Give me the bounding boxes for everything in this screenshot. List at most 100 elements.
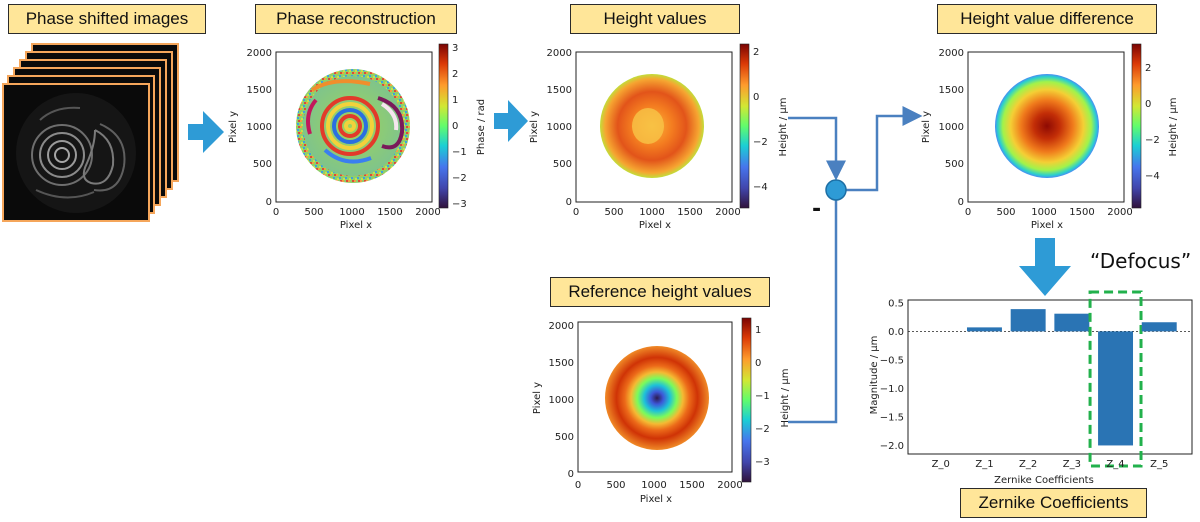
ref-xtick: 2000 xyxy=(717,480,742,491)
diff-colorbar-label: Height / µm xyxy=(1168,98,1179,157)
defocus-annotation: “Defocus” xyxy=(1090,249,1191,273)
subtraction-connector xyxy=(788,106,923,424)
block-arrow-1 xyxy=(188,111,224,153)
diff-ytick: 500 xyxy=(945,159,964,170)
zernike-bar-z5 xyxy=(1141,322,1177,332)
zernike-xtick: Z_0 xyxy=(932,459,950,470)
phase-ytick: 2000 xyxy=(247,48,272,59)
ref-cbar-tick: 1 xyxy=(755,325,761,336)
zernike-ytick: 0.0 xyxy=(888,327,904,338)
phase-plot: 2000 1500 1000 500 0 0 500 1000 1500 200… xyxy=(228,43,487,231)
zernike-ylabel: Magnitude / µm xyxy=(869,336,880,415)
ref-cbar-tick: 0 xyxy=(755,358,761,369)
subtraction-node xyxy=(825,179,847,201)
reference-plot: 2000 1500 1000 500 0 0 500 1000 1500 200… xyxy=(532,317,791,505)
zernike-xlabel: Zernike Coefficients xyxy=(994,475,1094,486)
zernike-ytick: −1.5 xyxy=(880,412,904,423)
height-ytick: 1000 xyxy=(547,122,572,133)
phase-ytick: 500 xyxy=(253,159,272,170)
fringe-pattern xyxy=(16,93,136,213)
phase-ytick: 0 xyxy=(266,197,272,208)
phase-xtick: 1000 xyxy=(339,207,364,218)
reference-disk xyxy=(605,346,709,450)
height-ytick: 500 xyxy=(553,159,572,170)
height-cbar-tick: −4 xyxy=(753,182,768,193)
phase-xtick: 2000 xyxy=(415,207,440,218)
phase-colorbar-label: Phase / rad xyxy=(476,99,487,155)
phase-colorbar xyxy=(438,43,449,209)
ref-xtick: 500 xyxy=(606,480,625,491)
zernike-ytick: −0.5 xyxy=(880,355,904,366)
phase-cbar-tick: 0 xyxy=(452,121,458,132)
phase-cbar-tick: 3 xyxy=(452,43,458,54)
difference-disk xyxy=(995,74,1099,178)
height-xtick: 2000 xyxy=(715,207,740,218)
height-xtick: 500 xyxy=(604,207,623,218)
phase-cbar-tick: 2 xyxy=(452,69,458,80)
zernike-xtick: Z_3 xyxy=(1063,459,1081,470)
ref-cbar-tick: −3 xyxy=(755,457,770,468)
zernike-xtick: Z_1 xyxy=(975,459,993,470)
label-zernike: Zernike Coefficients xyxy=(960,488,1147,518)
label-height-difference: Height value difference xyxy=(937,4,1157,34)
ref-cbar-tick: −2 xyxy=(755,424,770,435)
phase-ytick: 1000 xyxy=(247,122,272,133)
label-reference-height: Reference height values xyxy=(550,277,770,307)
phase-xlabel: Pixel x xyxy=(340,220,372,231)
height-xtick: 0 xyxy=(573,207,579,218)
height-ytick: 2000 xyxy=(547,48,572,59)
ref-xtick: 1500 xyxy=(679,480,704,491)
height-ytick: 0 xyxy=(566,197,572,208)
height-cbar-tick: 2 xyxy=(753,47,759,58)
ref-cbar-tick: −1 xyxy=(755,391,770,402)
phase-cbar-tick: −2 xyxy=(452,173,467,184)
diff-cbar-tick: 2 xyxy=(1145,63,1151,74)
ref-ytick: 2000 xyxy=(549,321,574,332)
diff-cbar-tick: 0 xyxy=(1145,99,1151,110)
height-xtick: 1500 xyxy=(677,207,702,218)
diff-ylabel: Pixel y xyxy=(921,111,932,143)
zernike-bar-z1 xyxy=(966,327,1002,332)
diff-xtick: 1500 xyxy=(1069,207,1094,218)
diff-xtick: 500 xyxy=(996,207,1015,218)
height-plot: 2000 1500 1000 500 0 0 500 1000 1500 200… xyxy=(529,43,789,231)
zernike-ytick: 0.5 xyxy=(888,298,904,309)
height-colorbar xyxy=(739,43,750,209)
zernike-bar-z2 xyxy=(1010,309,1046,332)
height-xtick: 1000 xyxy=(639,207,664,218)
ref-xlabel: Pixel x xyxy=(640,494,672,505)
diff-ytick: 0 xyxy=(958,197,964,208)
diff-ytick: 1000 xyxy=(939,122,964,133)
ref-colorbar-label: Height / µm xyxy=(780,369,791,428)
height-cbar-tick: −2 xyxy=(753,137,768,148)
label-phase-reconstruction: Phase reconstruction xyxy=(255,4,457,34)
ref-ytick: 1000 xyxy=(549,395,574,406)
zernike-bar-z4 xyxy=(1098,331,1134,446)
phase-cbar-tick: 1 xyxy=(452,95,458,106)
phase-cbar-tick: −1 xyxy=(452,147,467,158)
block-arrow-2 xyxy=(494,100,528,142)
zernike-xtick: Z_5 xyxy=(1150,459,1168,470)
diff-xtick: 0 xyxy=(965,207,971,218)
phase-cbar-tick: −3 xyxy=(452,199,467,210)
height-xlabel: Pixel x xyxy=(639,220,671,231)
phase-xtick: 500 xyxy=(304,207,323,218)
zernike-xtick: Z_4 xyxy=(1106,459,1124,470)
diff-cbar-tick: −4 xyxy=(1145,171,1160,182)
phase-xtick: 1500 xyxy=(377,207,402,218)
height-ytick: 1500 xyxy=(547,85,572,96)
phase-ylabel: Pixel y xyxy=(228,111,239,143)
ref-ytick: 1500 xyxy=(549,358,574,369)
ref-xtick: 0 xyxy=(575,480,581,491)
label-height-values: Height values xyxy=(570,4,740,34)
diff-xtick: 2000 xyxy=(1107,207,1132,218)
diff-cbar-tick: −2 xyxy=(1145,135,1160,146)
ref-ytick: 0 xyxy=(568,469,574,480)
height-cbar-tick: 0 xyxy=(753,92,759,103)
ref-colorbar xyxy=(741,317,752,483)
zernike-ytick: −1.0 xyxy=(880,384,904,395)
label-phase-shifted: Phase shifted images xyxy=(8,4,206,34)
ref-xtick: 1000 xyxy=(641,480,666,491)
zernike-ytick: −2.0 xyxy=(880,441,904,452)
ref-ytick: 500 xyxy=(555,432,574,443)
